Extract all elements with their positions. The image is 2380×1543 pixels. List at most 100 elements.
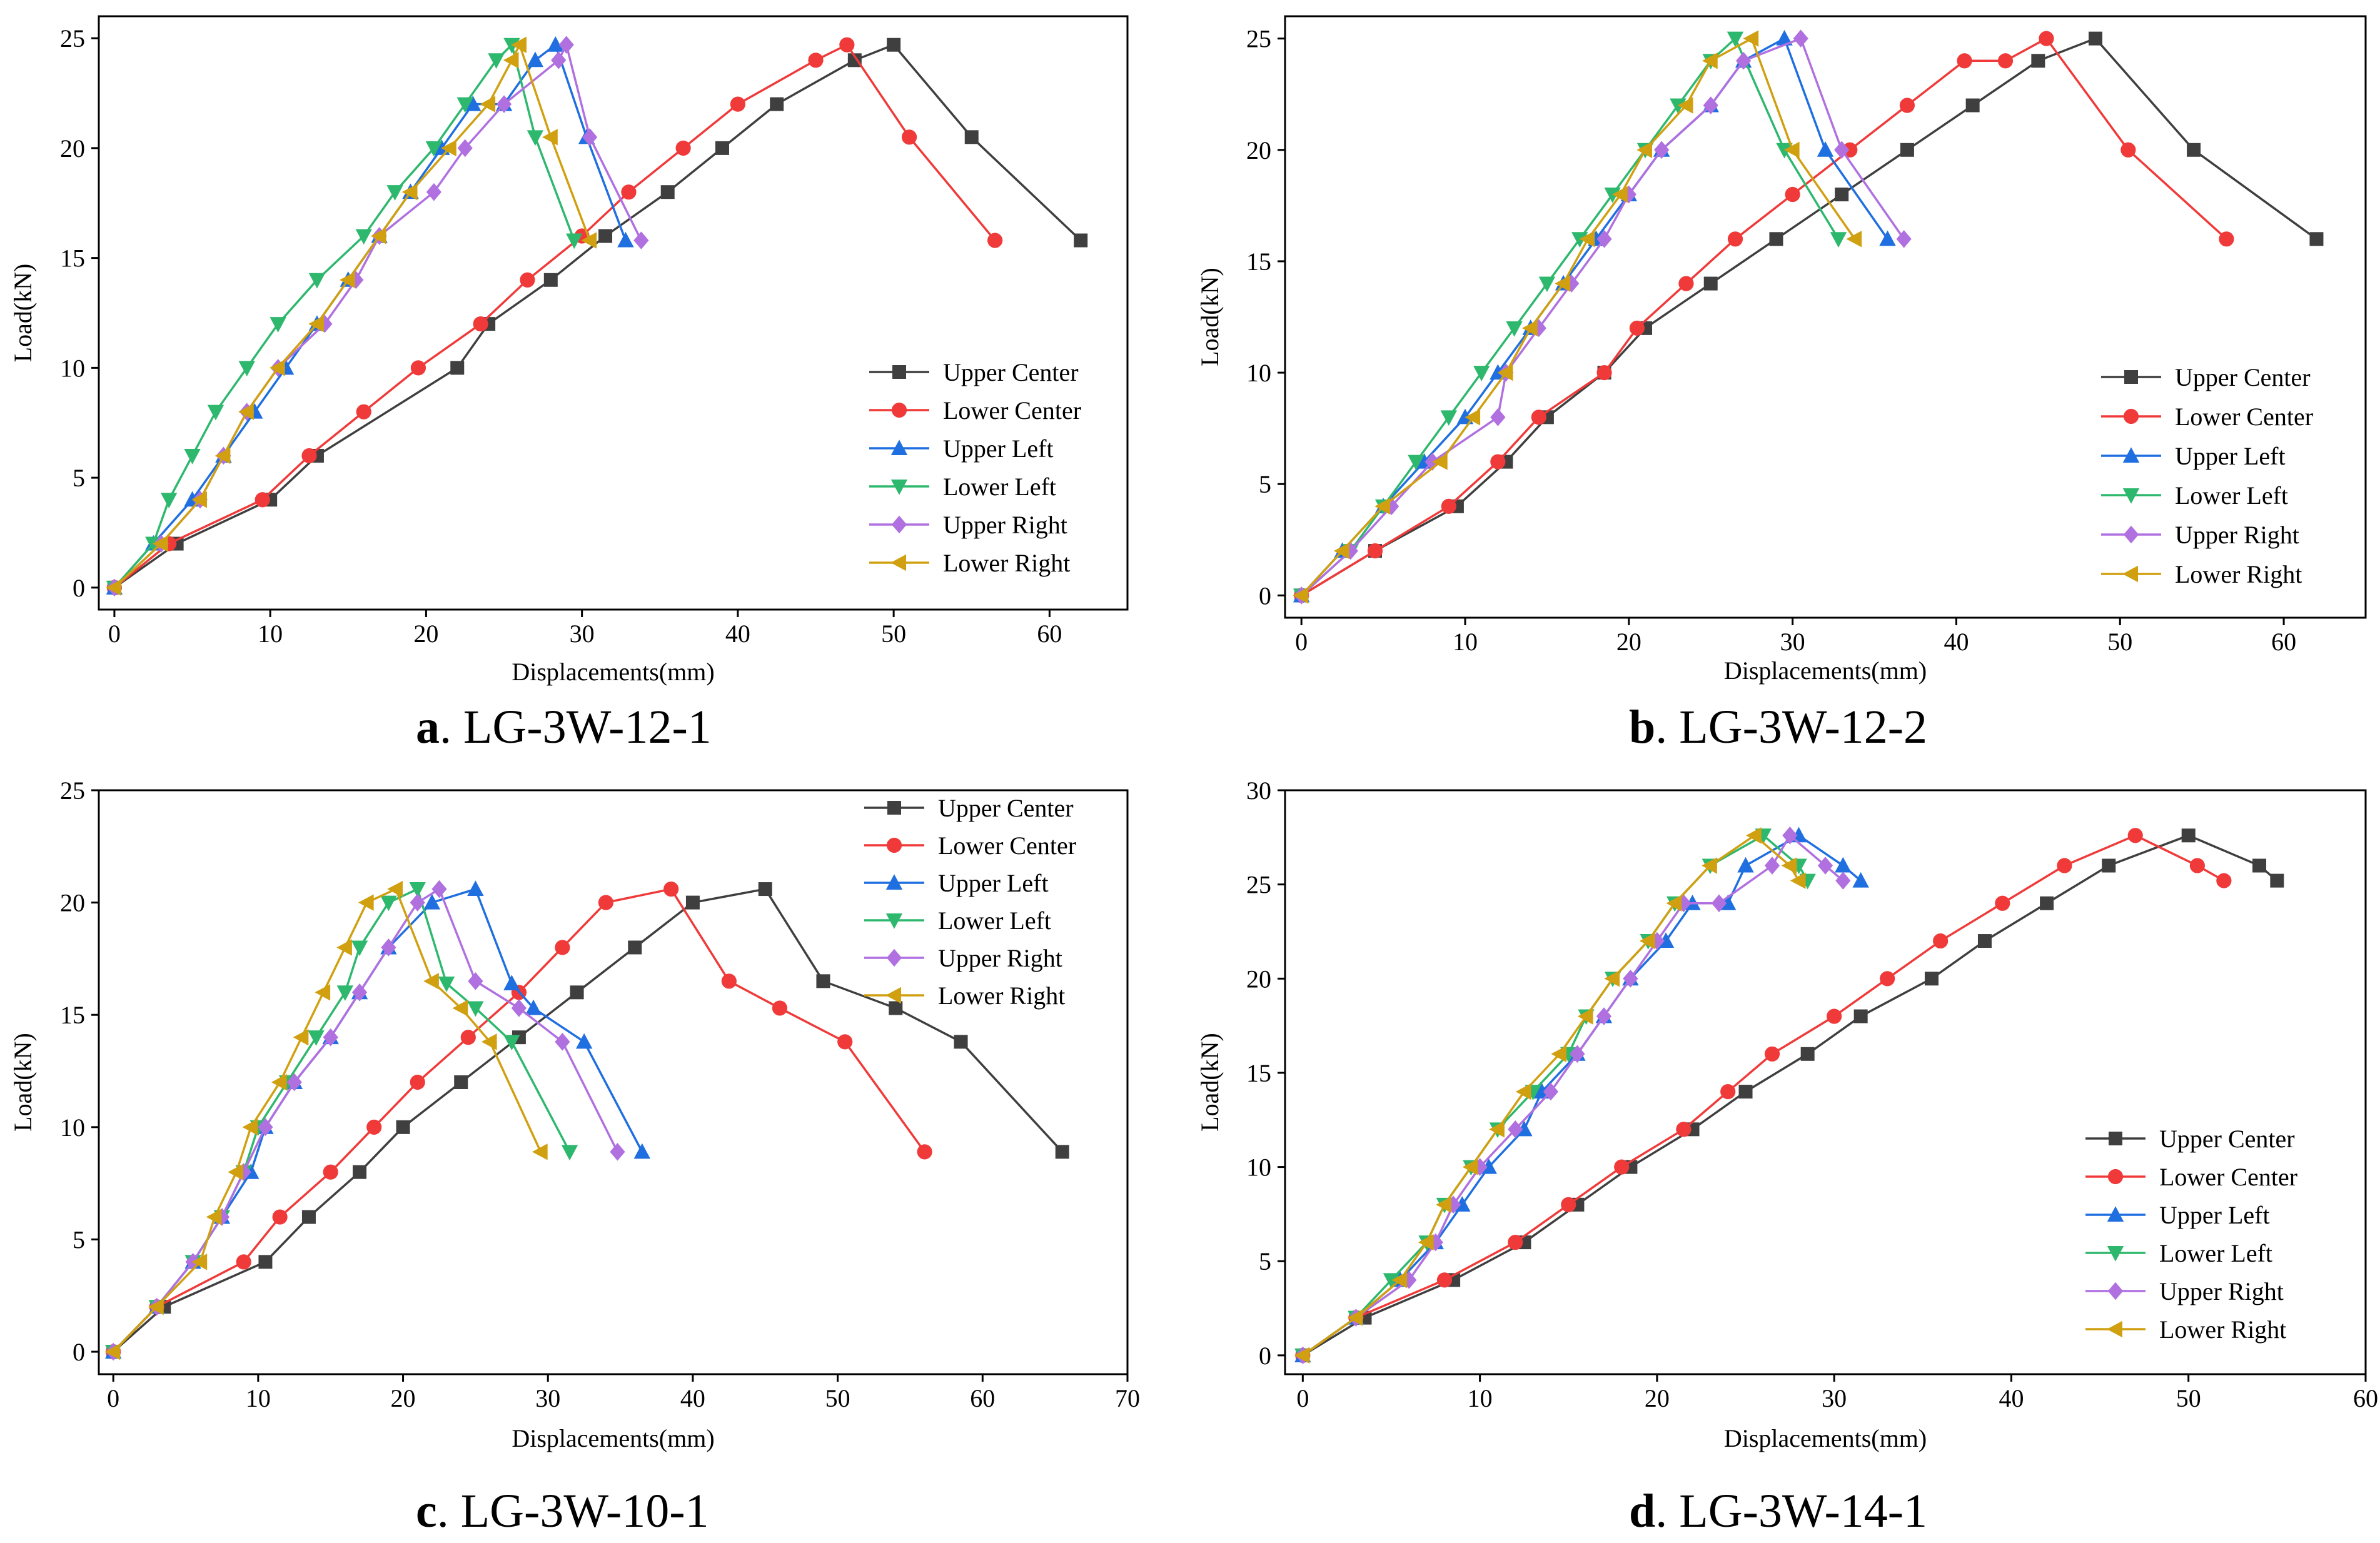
data-point xyxy=(258,1255,273,1269)
data-point xyxy=(207,405,224,421)
x-tick-label: 50 xyxy=(825,1384,850,1412)
data-point xyxy=(1776,29,1793,46)
data-point xyxy=(401,183,418,201)
data-point xyxy=(236,1254,251,1270)
data-point xyxy=(1441,498,1456,514)
data-point xyxy=(2219,231,2234,247)
legend-label-lower-center: Lower Center xyxy=(2159,1163,2297,1191)
data-point xyxy=(581,232,597,249)
y-tick-label: 20 xyxy=(60,134,85,163)
x-tick-label: 20 xyxy=(391,1384,416,1412)
data-point xyxy=(1465,409,1481,426)
data-point xyxy=(525,999,542,1015)
series-lower-right xyxy=(1294,827,1806,1364)
data-point xyxy=(426,183,441,201)
data-point xyxy=(2270,873,2284,888)
data-point xyxy=(1764,857,1780,875)
series-lower-left xyxy=(1293,31,1847,605)
x-tick-label: 0 xyxy=(107,1384,119,1412)
data-point xyxy=(1577,1008,1593,1025)
data-point xyxy=(1745,827,1762,844)
data-point xyxy=(889,1001,903,1015)
data-point xyxy=(1793,29,1808,48)
data-point xyxy=(255,492,270,508)
data-point xyxy=(1769,232,1783,246)
data-point xyxy=(1489,1121,1505,1138)
data-point xyxy=(575,1033,593,1049)
plot-frame xyxy=(1284,789,2367,1375)
data-point xyxy=(214,447,231,465)
data-point xyxy=(464,95,482,111)
data-point xyxy=(721,973,737,989)
data-point xyxy=(308,1030,325,1046)
data-point xyxy=(1790,872,1806,889)
legend-label-lower-right: Lower Right xyxy=(2175,560,2302,588)
data-point xyxy=(460,1030,476,1045)
legend-marker-upper-right xyxy=(891,515,907,534)
legend-marker-lower-left xyxy=(2122,488,2140,504)
data-point xyxy=(2127,828,2143,843)
legend-label-upper-center: Upper Center xyxy=(938,794,1074,822)
series-line-lower-left xyxy=(1301,36,1840,596)
x-axis-title: Displacements(mm) xyxy=(1724,656,1927,685)
data-point xyxy=(2102,858,2116,873)
data-point xyxy=(1294,1347,1310,1364)
data-point xyxy=(370,228,386,244)
data-point xyxy=(214,1208,230,1226)
data-point xyxy=(104,1343,121,1360)
legend-label-upper-center: Upper Center xyxy=(2159,1125,2295,1153)
legend-marker-lower-right xyxy=(890,554,906,571)
data-point xyxy=(1720,1083,1736,1100)
series-upper-right xyxy=(1295,827,1851,1365)
data-point xyxy=(730,96,745,112)
y-axis-title: Load(kN) xyxy=(1196,268,1224,366)
legend-marker-upper-left xyxy=(2107,1206,2124,1222)
data-point xyxy=(1431,453,1448,470)
data-point xyxy=(410,893,425,912)
data-point xyxy=(1497,364,1513,381)
y-axis-title: Load(kN) xyxy=(9,264,37,363)
data-point xyxy=(409,882,426,898)
data-point xyxy=(238,361,255,377)
legend-marker-lower-left xyxy=(885,913,903,929)
x-axis-title: Displacements(mm) xyxy=(1724,1424,1927,1452)
data-point xyxy=(610,1143,625,1161)
legend-marker-lower-right xyxy=(885,987,901,1004)
y-tick-label: 5 xyxy=(1259,470,1271,498)
data-point xyxy=(1561,1197,1576,1212)
data-point xyxy=(2057,858,2072,873)
series-line-upper-left xyxy=(112,887,643,1353)
data-point xyxy=(1678,276,1694,291)
data-point xyxy=(1408,455,1424,471)
caption-letter: b xyxy=(1629,701,1655,753)
x-tick-label: 60 xyxy=(2271,628,2296,656)
data-point xyxy=(1074,233,1088,248)
data-point xyxy=(148,1299,164,1315)
data-point xyxy=(473,316,488,332)
x-tick-label: 10 xyxy=(246,1384,271,1412)
data-point xyxy=(1623,969,1638,988)
data-point xyxy=(1666,895,1682,912)
y-axis-title: Load(kN) xyxy=(9,1033,37,1132)
data-point xyxy=(1703,276,1718,291)
legend-marker-upper-right xyxy=(2123,525,2139,544)
data-point xyxy=(336,985,354,1002)
data-point xyxy=(1604,188,1621,203)
data-point xyxy=(2309,232,2324,246)
x-tick-label: 60 xyxy=(2353,1384,2378,1412)
data-point xyxy=(1571,232,1588,248)
data-point xyxy=(532,1143,548,1160)
series-upper-center xyxy=(1294,31,2324,603)
data-point xyxy=(621,184,637,200)
legend-label-upper-left: Upper Left xyxy=(943,435,1054,463)
x-tick-label: 40 xyxy=(725,620,750,648)
data-point xyxy=(1604,970,1620,987)
data-point xyxy=(496,95,512,113)
legend-marker-lower-center xyxy=(2123,408,2139,425)
data-point xyxy=(336,939,352,956)
legend-marker-upper-center xyxy=(887,801,901,815)
data-point xyxy=(1347,1309,1363,1326)
data-point xyxy=(570,985,584,1000)
data-point xyxy=(1738,1085,1753,1099)
data-point xyxy=(2189,858,2205,873)
